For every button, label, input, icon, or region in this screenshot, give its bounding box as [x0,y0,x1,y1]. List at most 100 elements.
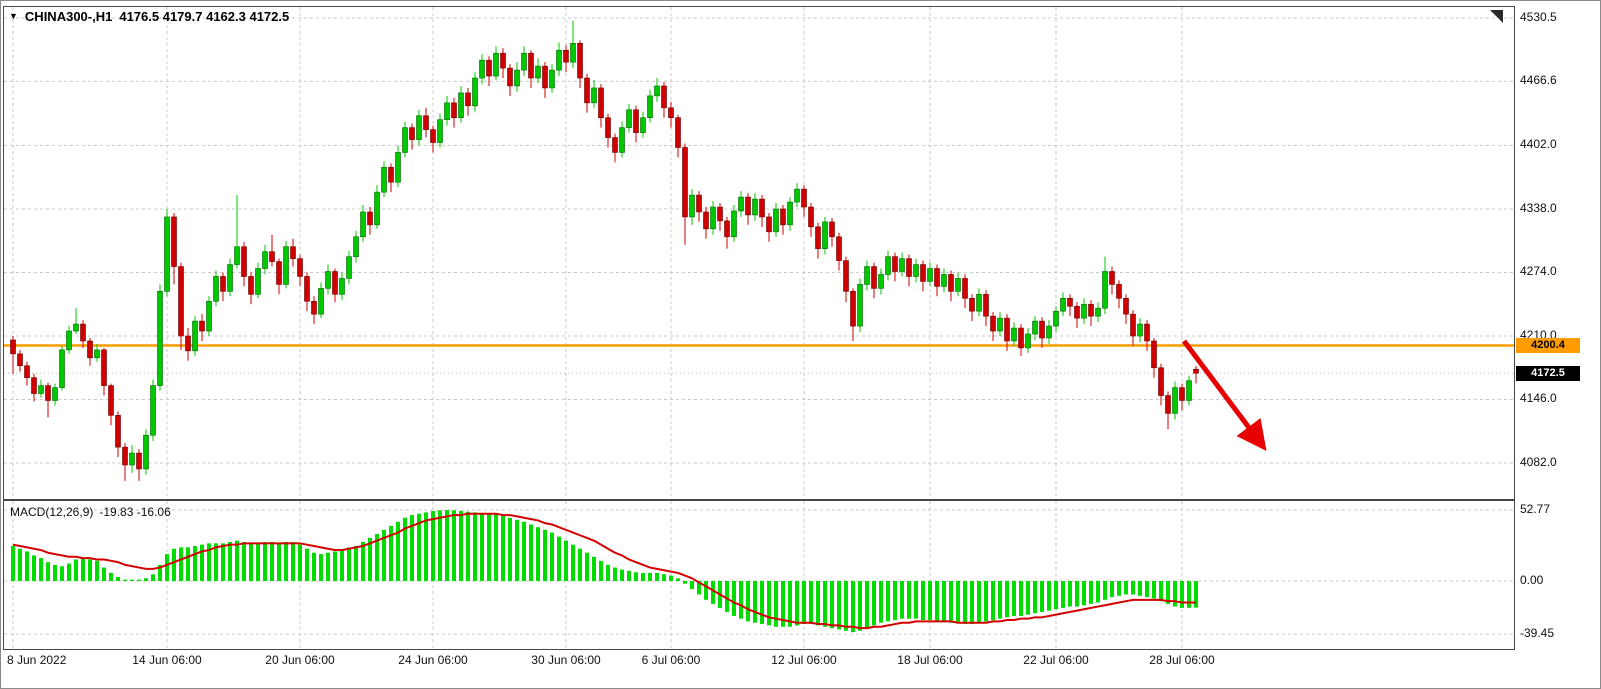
macd-histogram-bar [11,546,15,581]
macd-signal-line [12,512,1197,630]
candle [150,379,156,442]
macd-histogram-bar [543,529,547,581]
candle [899,252,905,277]
candle [52,383,58,406]
candle [605,113,611,148]
candle [157,284,163,391]
macd-histogram-bar [347,547,351,581]
candle [983,290,989,327]
candle [689,189,695,225]
candle [864,260,870,291]
macd-histogram-bar [1012,581,1016,616]
macd-histogram-bar [389,525,393,581]
price-axis-label: 4082.0 [1520,455,1557,469]
candle [682,143,688,245]
macd-histogram-bar [1124,581,1128,595]
candle [815,222,821,259]
macd-histogram-bar [865,581,869,629]
macd-histogram-bar [361,541,365,581]
candle [465,87,471,116]
candle [871,262,877,299]
time-axis-label: 20 Jun 06:00 [265,653,335,667]
candle [514,62,520,92]
macd-histogram-bar [564,540,568,581]
candle [941,268,947,293]
hline-price-tag: 4200.4 [1516,338,1580,353]
macd-histogram-bar [445,509,449,581]
macd-histogram-bar [158,564,162,581]
candle [283,240,289,289]
candle [528,50,534,88]
macd-histogram-bar [858,581,862,631]
candle [675,114,681,158]
candle [262,244,268,275]
macd-histogram-bar [1159,581,1163,602]
symbol-dropdown-icon[interactable]: ▼ [9,11,18,21]
macd-histogram-bar [123,579,127,581]
macd-histogram-bar [25,551,29,581]
macd-histogram-bar [88,559,92,581]
candle [38,379,44,398]
macd-histogram-bar [1033,581,1037,614]
macd-histogram-bar [963,581,967,625]
candle [360,205,366,242]
candle [185,328,191,361]
time-axis-label: 6 Jul 06:00 [641,653,701,667]
indicator-axis-label: 52.77 [1520,501,1551,516]
trend-arrow[interactable] [1182,339,1267,451]
macd-histogram-bar [746,581,750,622]
macd-histogram-bar [711,581,715,604]
macd-canvas[interactable] [4,501,1514,649]
candle [1137,318,1143,342]
macd-histogram-bar [368,537,372,581]
macd-histogram-bar [1047,581,1051,611]
macd-histogram-bar [1082,581,1086,606]
macd-histogram-bar [725,581,729,612]
macd-histogram-bar [1061,581,1065,608]
candle [507,64,513,96]
macd-histogram-bar [704,581,708,600]
price-axis-label: 4274.0 [1520,264,1557,279]
macd-histogram-bar [382,529,386,581]
macd-histogram-bar [18,548,22,581]
macd-histogram-bar [522,521,526,581]
price-axis-label: 4146.0 [1520,391,1557,406]
macd-histogram-bar [991,581,995,621]
candle [276,258,282,295]
macd-histogram-bar [662,574,666,581]
candle [584,74,590,113]
candle [857,278,863,333]
macd-histogram-bar [74,559,78,581]
candle [318,282,324,319]
candle [178,262,184,350]
macd-histogram-bar [1068,581,1072,607]
candle [934,264,940,297]
candle [255,262,261,299]
candle [143,429,149,475]
macd-histogram-bar [109,572,113,581]
price-chart-canvas[interactable] [4,7,1514,499]
candle [724,216,730,249]
macd-histogram-bar [641,572,645,581]
macd-label: MACD(12,26,9) -19.83 -16.06 [10,505,171,519]
candle [619,121,625,158]
candle [948,270,954,302]
macd-histogram-bar [1054,581,1058,610]
candle [269,234,275,267]
macd-histogram-bar [256,543,260,581]
candle [640,111,646,138]
candle [458,85,464,123]
macd-indicator-panel [3,500,1515,650]
candle [906,254,912,287]
macd-histogram-bar [235,540,239,581]
candle [1032,316,1038,340]
macd-histogram-bar [634,572,638,581]
macd-histogram-bar [165,554,169,581]
candle [213,270,219,307]
macd-histogram-bar [179,547,183,581]
candle [206,296,212,336]
macd-histogram-bar [795,581,799,626]
scroll-to-end-icon[interactable] [1490,10,1503,23]
candle [1011,322,1017,346]
candle [1151,337,1157,378]
